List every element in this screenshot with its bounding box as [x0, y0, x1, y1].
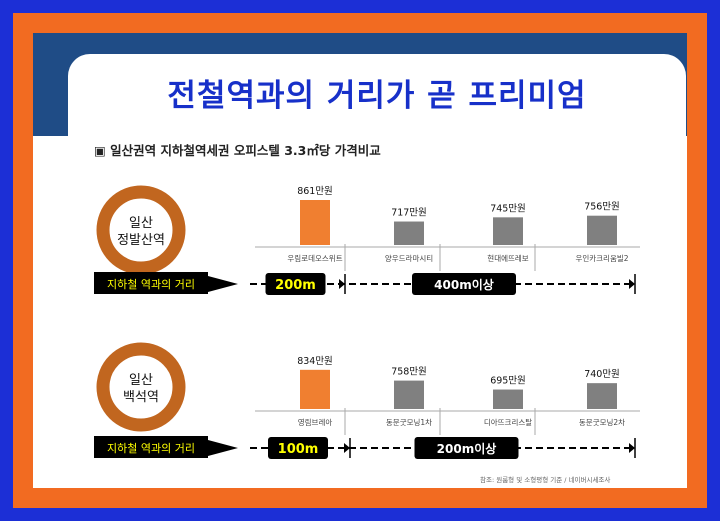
chart-subtitle: ▣ 일산권역 지하철역세권 오피스텔 3.3㎡당 가격비교	[94, 143, 381, 158]
bar	[300, 200, 330, 245]
distance-arrow-icon	[208, 276, 238, 292]
bar-value-label: 758만원	[391, 367, 427, 378]
category-label: 동문굿모닝2차	[579, 417, 625, 427]
bar-value-label: 745만원	[490, 203, 526, 214]
distance-label-text: 지하철 역과의 거리	[107, 441, 195, 455]
segment-end-arrow-icon	[629, 279, 635, 289]
category-label: 우림로데오스위트	[287, 254, 342, 263]
segment-label-near: 100m	[278, 442, 319, 457]
station-name-line: 일산	[129, 373, 153, 388]
category-label: 영림브레아	[298, 417, 333, 427]
segment-label-box	[268, 437, 328, 459]
segment-label-far: 200m이상	[437, 441, 497, 456]
segment-label-box	[412, 273, 516, 295]
category-label: 양우드라마시티	[385, 254, 433, 263]
station-name-line: 정발산역	[117, 233, 165, 248]
segment-arrow-icon	[339, 279, 345, 289]
distance-arrow-icon	[208, 440, 238, 456]
distance-label-box	[94, 436, 208, 458]
bar-value-label: 695만원	[490, 376, 526, 387]
segment-label-box	[414, 437, 519, 459]
bar-value-label: 740만원	[584, 369, 620, 380]
bar-value-label: 861만원	[297, 186, 333, 197]
station-ring-icon	[96, 342, 186, 432]
bar	[394, 380, 424, 409]
category-label: 디아뜨크리스탈	[484, 417, 532, 427]
title-card	[68, 54, 686, 154]
segment-label-box	[265, 273, 326, 295]
segment-end-arrow-icon	[629, 443, 635, 453]
distance-label-box	[94, 272, 208, 294]
station-ring-icon	[96, 185, 186, 275]
bar	[493, 389, 523, 409]
category-label: 동문굿모닝1차	[386, 417, 432, 427]
bar-value-label: 717만원	[391, 208, 427, 219]
page-title: 전철역과의 거리가 곧 프리미엄	[167, 78, 587, 114]
station-name-line: 일산	[129, 216, 153, 231]
bar-value-label: 834만원	[297, 356, 333, 367]
bar	[587, 383, 617, 409]
station-name-line: 백석역	[123, 390, 159, 405]
bar	[493, 217, 523, 245]
segment-label-near: 200m	[275, 278, 316, 293]
bar	[394, 221, 424, 245]
category-label: 현대에뜨레보	[487, 254, 528, 263]
segment-arrow-icon	[344, 443, 350, 453]
bar	[300, 369, 330, 409]
segment-label-far: 400m이상	[434, 277, 494, 292]
bar	[587, 215, 617, 245]
bar-value-label: 756만원	[584, 202, 620, 213]
category-label: 우인카크리움빌2	[575, 253, 628, 263]
source-note: 참조: 원룸형 및 소형평형 기준 / 네이버시세조사	[480, 476, 611, 484]
distance-label-text: 지하철 역과의 거리	[107, 277, 195, 291]
